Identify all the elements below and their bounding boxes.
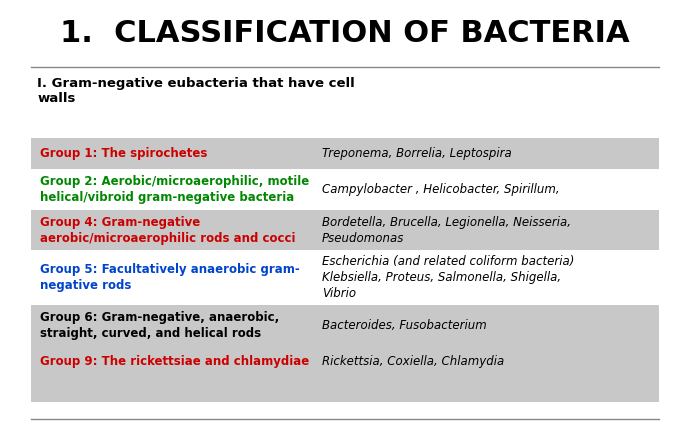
FancyBboxPatch shape (30, 210, 660, 250)
Text: Group 4: Gram-negative
aerobic/microaerophilic rods and cocci: Group 4: Gram-negative aerobic/microaero… (41, 216, 296, 245)
Text: Group 5: Facultatively anaerobic gram-
negative rods: Group 5: Facultatively anaerobic gram- n… (41, 263, 300, 292)
Text: 1.  CLASSIFICATION OF BACTERIA: 1. CLASSIFICATION OF BACTERIA (60, 19, 630, 48)
FancyBboxPatch shape (30, 250, 660, 305)
Text: Group 2: Aerobic/microaerophilic, motile
helical/vibroid gram-negative bacteria: Group 2: Aerobic/microaerophilic, motile… (41, 175, 310, 204)
FancyBboxPatch shape (30, 346, 660, 378)
FancyBboxPatch shape (30, 138, 660, 169)
Text: Group 9: The rickettsiae and chlamydiae: Group 9: The rickettsiae and chlamydiae (41, 355, 310, 368)
FancyBboxPatch shape (30, 169, 660, 210)
Text: I. Gram-negative eubacteria that have cell
walls: I. Gram-negative eubacteria that have ce… (37, 77, 355, 105)
Text: Group 1: The spirochetes: Group 1: The spirochetes (41, 147, 208, 160)
Text: Bordetella, Brucella, Legionella, Neisseria,
Pseudomonas: Bordetella, Brucella, Legionella, Neisse… (322, 216, 571, 245)
Text: Bacteroides, Fusobacterium: Bacteroides, Fusobacterium (322, 319, 487, 332)
Text: Treponema, Borrelia, Leptospira: Treponema, Borrelia, Leptospira (322, 147, 512, 160)
Text: Group 6: Gram-negative, anaerobic,
straight, curved, and helical rods: Group 6: Gram-negative, anaerobic, strai… (41, 311, 279, 340)
FancyBboxPatch shape (30, 378, 660, 402)
FancyBboxPatch shape (30, 305, 660, 346)
Text: Escherichia (and related coliform bacteria)
Klebsiella, Proteus, Salmonella, Shi: Escherichia (and related coliform bacter… (322, 255, 575, 300)
Text: Rickettsia, Coxiella, Chlamydia: Rickettsia, Coxiella, Chlamydia (322, 355, 504, 368)
Text: Campylobacter , Helicobacter, Spirillum,: Campylobacter , Helicobacter, Spirillum, (322, 183, 560, 196)
